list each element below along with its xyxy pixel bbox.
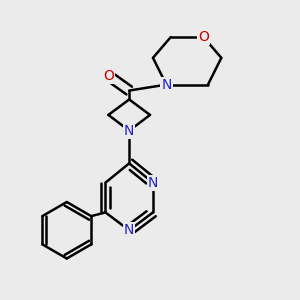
Text: O: O bbox=[103, 69, 114, 83]
Text: O: O bbox=[198, 30, 209, 44]
Text: N: N bbox=[124, 124, 134, 138]
Text: N: N bbox=[124, 223, 134, 237]
Text: N: N bbox=[148, 176, 158, 190]
Text: N: N bbox=[161, 78, 172, 92]
